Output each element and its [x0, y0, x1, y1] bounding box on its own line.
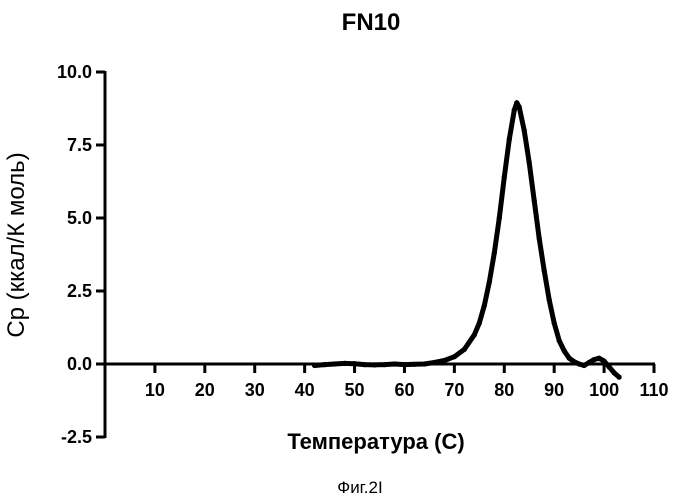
data-point — [597, 356, 602, 361]
data-point — [507, 137, 512, 142]
data-point — [522, 128, 527, 133]
data-point — [572, 359, 577, 364]
data-point — [502, 175, 507, 180]
series-line — [315, 103, 619, 377]
data-point — [382, 362, 387, 367]
y-tick-label: 2.5 — [67, 281, 92, 301]
data-point — [487, 280, 492, 285]
data-point — [332, 361, 337, 366]
data-point — [552, 321, 557, 326]
data-point — [612, 370, 617, 375]
plot-area — [312, 100, 622, 380]
x-tick-label: 40 — [295, 380, 315, 400]
x-axis-label: Температура (С) — [287, 429, 464, 454]
data-point — [477, 321, 482, 326]
x-tick-label: 80 — [494, 380, 514, 400]
x-tick-label: 30 — [245, 380, 265, 400]
data-point — [472, 332, 477, 337]
data-point — [582, 363, 587, 368]
data-point — [602, 359, 607, 364]
data-point — [322, 362, 327, 367]
data-point — [362, 362, 367, 367]
x-tick-label: 50 — [345, 380, 365, 400]
x-tick-label: 70 — [444, 380, 464, 400]
y-tick-label: 0.0 — [67, 354, 92, 374]
data-point — [412, 362, 417, 367]
data-point — [392, 361, 397, 366]
data-point — [517, 104, 522, 109]
data-point — [352, 361, 357, 366]
data-point — [592, 357, 597, 362]
data-point — [452, 354, 457, 359]
chart-title: FN10 — [342, 9, 401, 36]
data-point — [542, 268, 547, 273]
y-tick-label: -2.5 — [61, 427, 92, 447]
figure-caption: Фиг.2I — [337, 478, 382, 497]
data-point — [372, 362, 377, 367]
data-point — [342, 361, 347, 366]
data-point — [617, 375, 622, 380]
data-point — [442, 358, 447, 363]
y-axis-label: Ср (ккал/К моль) — [3, 152, 30, 337]
data-point — [432, 360, 437, 365]
data-point — [497, 215, 502, 220]
data-point — [482, 303, 487, 308]
data-point — [562, 348, 567, 353]
x-tick-label: 110 — [639, 380, 668, 400]
data-point — [547, 297, 552, 302]
data-point — [532, 198, 537, 203]
data-point — [557, 338, 562, 343]
data-point — [607, 364, 612, 369]
data-point — [537, 236, 542, 241]
data-point — [512, 107, 517, 112]
data-point — [587, 360, 592, 365]
data-point — [567, 356, 572, 361]
data-point — [492, 250, 497, 255]
data-point — [402, 362, 407, 367]
x-tick-label: 20 — [195, 380, 215, 400]
data-point — [422, 361, 427, 366]
x-tick-label: 90 — [544, 380, 564, 400]
y-axis-ticks: -2.5 0.0 2.5 5.0 7.5 10.0 — [57, 62, 105, 447]
x-tick-label: 100 — [589, 380, 619, 400]
x-tick-label: 60 — [394, 380, 414, 400]
data-point — [577, 361, 582, 366]
y-tick-label: 10.0 — [57, 62, 92, 82]
y-tick-label: 5.0 — [67, 208, 92, 228]
y-tick-label: 7.5 — [67, 135, 92, 155]
data-point — [462, 347, 467, 352]
x-tick-label: 10 — [145, 380, 165, 400]
x-axis-ticks: 10 20 30 40 50 60 70 80 90 100 110 — [145, 364, 669, 400]
data-point — [312, 363, 317, 368]
data-point — [527, 160, 532, 165]
